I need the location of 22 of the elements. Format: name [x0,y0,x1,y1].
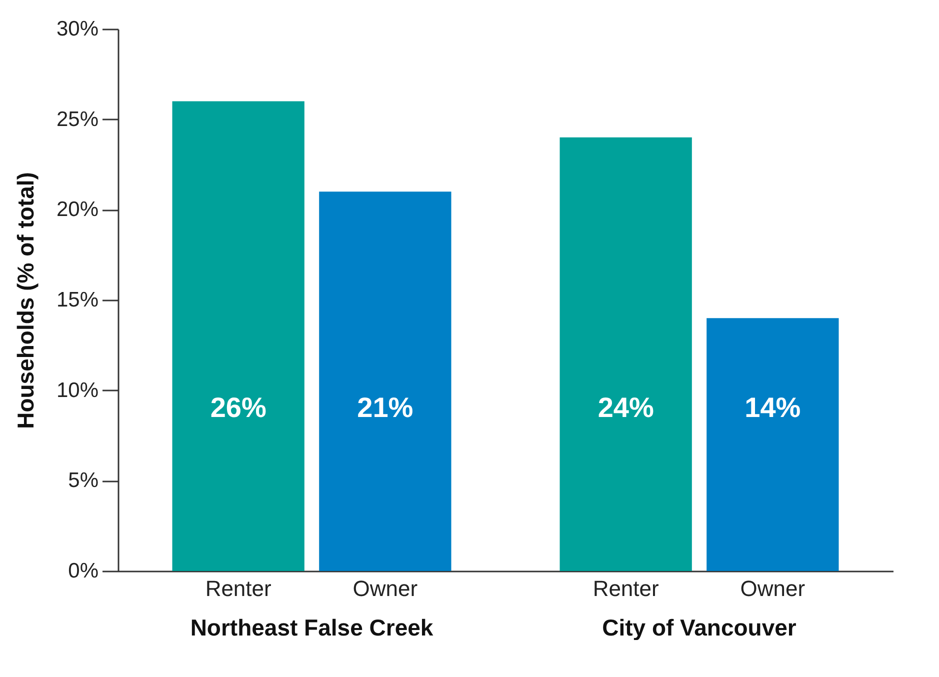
y-tick-label: 10% [56,378,98,402]
x-tick-label: Northeast False Creek [190,614,434,640]
text: 14% [744,392,801,423]
y-tick-label: 20% [56,198,98,222]
text: 24% [598,392,654,423]
y-tick-label: 5% [68,469,98,492]
series-label: Owner [352,576,418,601]
y-tick-label: 30% [56,18,98,40]
text: Renter [592,576,659,601]
bar [319,192,452,571]
text: 21% [357,392,414,423]
text: Owner [740,576,806,601]
bar [560,137,692,571]
y-axis-title: Households (% of total) [12,172,38,429]
x-tick-label: City of Vancouver [602,614,796,640]
text: 26% [210,392,266,423]
y-tick-label: 0% [68,560,98,582]
y-tick-label: 15% [56,288,98,312]
bar [172,101,304,571]
series-label: Renter [205,576,272,601]
y-tick-label: 25% [56,108,98,131]
bar [706,318,839,571]
